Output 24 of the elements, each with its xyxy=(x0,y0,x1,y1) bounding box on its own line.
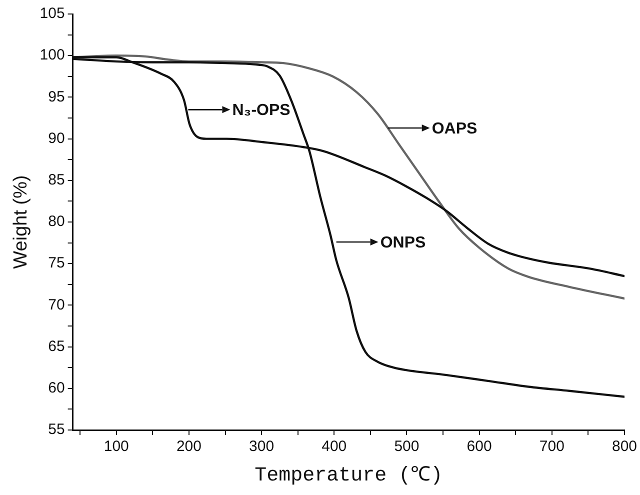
y-tick-label: 105 xyxy=(40,5,65,22)
y-tick-label: 95 xyxy=(48,88,65,106)
y-axis-title: Weight (%) xyxy=(10,175,32,269)
y-tick-label: 90 xyxy=(48,130,65,147)
y-tick-label: 75 xyxy=(48,254,65,272)
x-axis-title: Temperature (℃) xyxy=(254,464,443,488)
y-tick-label: 70 xyxy=(48,296,65,314)
x-tick-label: 800 xyxy=(612,438,637,456)
y-tick-label: 65 xyxy=(48,338,65,355)
x-tick-label: 100 xyxy=(104,438,129,456)
x-tick-label: 700 xyxy=(539,438,564,456)
y-tick-label: 55 xyxy=(48,421,65,438)
annotation: ONPS xyxy=(380,234,426,252)
x-tick-label: 500 xyxy=(394,438,420,456)
annotation: N₃-OPS xyxy=(232,102,291,120)
y-tick-label: 85 xyxy=(48,172,65,189)
x-tick-label: 300 xyxy=(249,438,274,456)
annotation: OAPS xyxy=(432,120,478,138)
x-tick-label: 200 xyxy=(176,438,202,456)
y-tick-label: 100 xyxy=(40,46,65,64)
y-tick-label: 60 xyxy=(48,380,65,397)
x-tick-label: 400 xyxy=(322,438,347,456)
y-tick-label: 80 xyxy=(48,213,65,230)
x-tick-label: 600 xyxy=(466,438,492,456)
